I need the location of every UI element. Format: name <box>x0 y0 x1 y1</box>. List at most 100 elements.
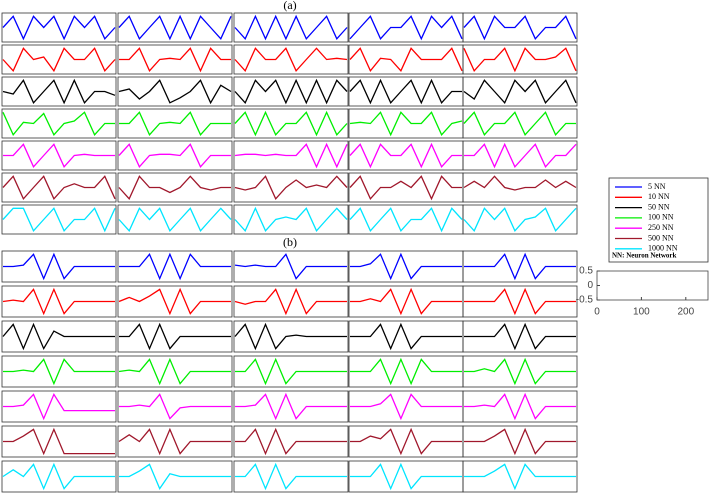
trace <box>234 287 347 316</box>
trace <box>349 175 462 201</box>
subplot-frame <box>117 460 233 493</box>
trace <box>350 287 462 316</box>
subplot-frame <box>1 355 117 388</box>
subplot-frame <box>462 44 578 75</box>
subplot-frame <box>462 12 578 43</box>
trace <box>3 143 115 168</box>
trace <box>118 207 232 232</box>
trace <box>350 393 462 421</box>
trace <box>118 14 232 41</box>
subplot-frame <box>117 285 233 318</box>
subplot-frame <box>1 204 117 235</box>
subplot-frame <box>117 204 233 235</box>
trace <box>118 287 231 316</box>
trace <box>2 47 116 73</box>
trace <box>464 322 576 351</box>
legend-label: 5 NN <box>648 182 666 191</box>
trace <box>2 322 115 351</box>
trace <box>349 111 463 137</box>
subplot-frame <box>233 460 349 493</box>
trace <box>349 47 463 73</box>
trace <box>3 392 115 421</box>
subplot-frame <box>462 140 578 171</box>
trace <box>118 143 231 168</box>
subplot-frame <box>1 250 117 283</box>
subplot-frame <box>1 425 117 458</box>
trace <box>463 175 577 191</box>
axes-frame <box>596 270 709 301</box>
subplot-frame <box>1 140 117 171</box>
trace <box>235 427 347 456</box>
trace <box>119 47 231 73</box>
trace <box>349 78 462 105</box>
subplot-frame <box>1 108 117 139</box>
trace <box>118 427 231 456</box>
trace <box>2 175 116 200</box>
trace <box>234 47 348 72</box>
trace <box>234 253 347 280</box>
subplot-frame <box>1 390 117 423</box>
subplot-frame <box>462 355 578 388</box>
trace <box>349 142 462 169</box>
subplot-frame <box>462 76 578 107</box>
trace <box>464 427 576 456</box>
subplot-frame <box>348 76 464 107</box>
trace <box>463 79 577 104</box>
subplot-frame <box>117 390 233 423</box>
trace <box>235 392 347 421</box>
subplot-frame <box>1 172 117 203</box>
subplot-frame <box>1 76 117 107</box>
trace <box>119 322 231 351</box>
trace <box>3 427 115 456</box>
legend-label: 50 NN <box>648 202 670 211</box>
subplot-frame <box>233 172 349 203</box>
subplot-frame <box>462 460 578 493</box>
subplot-frame <box>1 320 117 353</box>
legend-label: 500 NN <box>648 233 674 242</box>
trace <box>3 252 115 281</box>
subplot-frame <box>233 390 349 423</box>
subplot-frame <box>117 12 233 43</box>
subplot-frame <box>348 172 464 203</box>
legend-label: 100 NN <box>648 213 674 222</box>
subplot-frame <box>462 250 578 283</box>
trace <box>464 463 576 491</box>
trace <box>350 427 462 456</box>
trace <box>234 14 348 41</box>
trace <box>350 357 462 386</box>
trace <box>3 358 115 386</box>
x-tick-label: 200 <box>677 307 694 318</box>
trace <box>119 252 231 281</box>
trace <box>464 142 577 169</box>
trace <box>463 15 577 41</box>
trace <box>350 252 462 281</box>
subplot-frame <box>348 12 464 43</box>
subplot-frame <box>462 425 578 458</box>
subplot-frame <box>462 108 578 139</box>
trace <box>350 322 462 351</box>
trace <box>119 111 231 136</box>
subplot-frame <box>233 108 349 139</box>
subplot-frame <box>233 44 349 75</box>
y-tick-label: 0.5 <box>579 266 593 277</box>
trace <box>2 207 116 233</box>
trace <box>119 463 231 490</box>
subplot-frame <box>233 355 349 388</box>
y-tick-label: -0.5 <box>576 295 594 306</box>
trace <box>234 142 348 169</box>
subplot-frame <box>233 250 349 283</box>
legend-note: NN: Neuron Network <box>612 252 677 260</box>
trace <box>234 78 348 105</box>
trace <box>2 462 115 491</box>
legend-label: 1000 NN <box>648 244 678 253</box>
subplot-frame <box>462 204 578 235</box>
legend-label: 250 NN <box>648 223 674 232</box>
subplot-frame <box>1 44 117 75</box>
trace <box>234 322 347 351</box>
trace <box>235 462 347 491</box>
subplot-frame <box>233 320 349 353</box>
subplot-frame <box>117 108 233 139</box>
subplot-frame <box>1 285 117 318</box>
y-tick-label: 0 <box>587 280 593 291</box>
